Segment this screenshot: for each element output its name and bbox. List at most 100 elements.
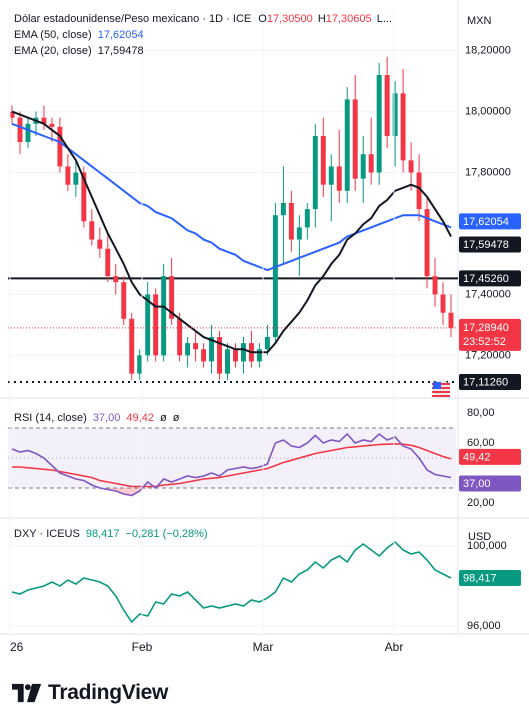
rsi-legend[interactable]: RSI (14, close) 37,00 49,42 ø ø [14,411,180,425]
candle-body [400,93,406,161]
rsi-ma-line [12,442,452,488]
candle-body [105,248,111,277]
rsi-tick-label: 60,00 [467,437,495,449]
candle-body [336,166,342,191]
candle-body [49,123,55,127]
low-axis-tag: 17,11260 [463,376,508,388]
us-flag-icon[interactable] [432,380,450,398]
candle-body [312,135,318,210]
level-axis-tag: 17,45260 [463,273,509,285]
candle-body [81,172,87,222]
candle-body [217,337,223,374]
candle-body [384,75,390,136]
rsi-tick-label: 20,00 [467,497,495,509]
low-axis-tag-bg [459,373,521,390]
currency-label: MXN [467,15,492,27]
countdown-tag: 23:52:52 [463,336,506,348]
candle-body [129,318,135,374]
rsi-label: RSI (14, close) [14,412,87,424]
candle-body [41,117,47,124]
candle-body [288,203,294,240]
dxy-value: 98,417 [85,528,120,540]
candle-body [408,160,414,173]
candle-body [17,117,23,143]
candle-body [328,166,334,185]
rsi-na-2: ø [172,412,180,424]
candle-body [240,343,246,362]
candle-body [153,294,159,356]
rsi-axis-tag: 37,00 [463,478,491,490]
high-value: 17,30605 [325,13,372,25]
price-tick-label: 17,20000 [465,349,511,361]
low-truncated: L... [376,13,393,25]
dxy-legend[interactable]: DXY · ICEUS 98,417 −0,281 (−0,28%) [14,527,208,541]
candle-body [161,276,167,356]
candle-body [424,209,430,277]
x-axis-label: Mar [253,640,274,654]
ema50-label: EMA (50, close) [14,29,92,41]
last-price-tag-bg [459,318,521,351]
tradingview-logo-icon [12,683,42,703]
candle-body [264,337,270,350]
candle-body [225,349,230,374]
candle-body [304,209,310,228]
x-axis-label: Abr [385,640,404,654]
candle-body [121,282,127,319]
rsi-ma-axis-tag: 49,42 [463,451,491,463]
candle-body [376,75,382,173]
ema20-legend[interactable]: EMA (20, close) 17,59478 [14,44,144,58]
ema50-value: 17,62054 [97,29,144,41]
last-price-tag: 17,28940 [463,322,509,334]
ema50-legend[interactable]: EMA (50, close) 17,62054 [14,28,144,42]
dxy-tick-label: 96,000 [467,620,501,632]
candle-body [360,154,366,179]
candle-body [65,166,71,185]
candle-body [145,294,151,356]
rsi-ma-value: 49,42 [126,412,154,424]
rsi-ma-axis-tag-bg [459,448,521,465]
rsi-tick-label: 80,00 [467,407,495,419]
dxy-axis-tag-bg [459,570,521,586]
ema20-axis-tag-bg [459,236,521,253]
dxy-tick-label: 100,000 [467,540,507,552]
candle-body [416,172,422,210]
rsi-line [11,432,452,497]
x-axis-label: 26 [10,640,24,654]
price-tick-label: 18,20000 [465,45,511,57]
symbol-title: Dólar estadounidense/Peso mexicano · 1D … [14,13,252,25]
rsi-value: 37,00 [92,412,121,424]
dxy-axis-tag: 98,417 [463,572,497,584]
dxy-change: −0,281 (−0,28%) [125,528,208,540]
candle-body [280,203,286,216]
high-label: H [317,13,326,25]
price-tick-label: 17,40000 [465,288,511,300]
rsi-na-1: ø [160,412,167,424]
symbol-legend[interactable]: Dólar estadounidense/Peso mexicano · 1D … [14,12,392,26]
rsi-axis-tag-bg [459,475,521,492]
candle-body [201,349,207,362]
level-axis-tag-bg [459,270,521,287]
candle-body [272,215,278,338]
candle-body [169,276,175,319]
candle-body [25,123,31,143]
price-tick-label: 17,80000 [465,166,511,178]
candle-body [89,221,95,240]
candle-body [352,99,358,179]
candle-body [113,276,119,283]
dxy-line [11,540,452,624]
ema20-value: 17,59478 [97,45,144,57]
candle-body [97,239,103,249]
candle-body [256,349,262,362]
candle-body [177,318,183,356]
ema20-label: EMA (20, close) [14,45,92,57]
open-label: O [258,13,267,25]
candle-body [344,99,350,191]
candle-body [368,154,374,173]
candle-body [209,337,215,362]
candle-body [296,227,302,240]
tradingview-brand[interactable]: TradingView [12,681,168,705]
candle-body [185,343,191,356]
ema50-line [11,122,452,272]
dxy-currency-label: USD [468,531,491,543]
